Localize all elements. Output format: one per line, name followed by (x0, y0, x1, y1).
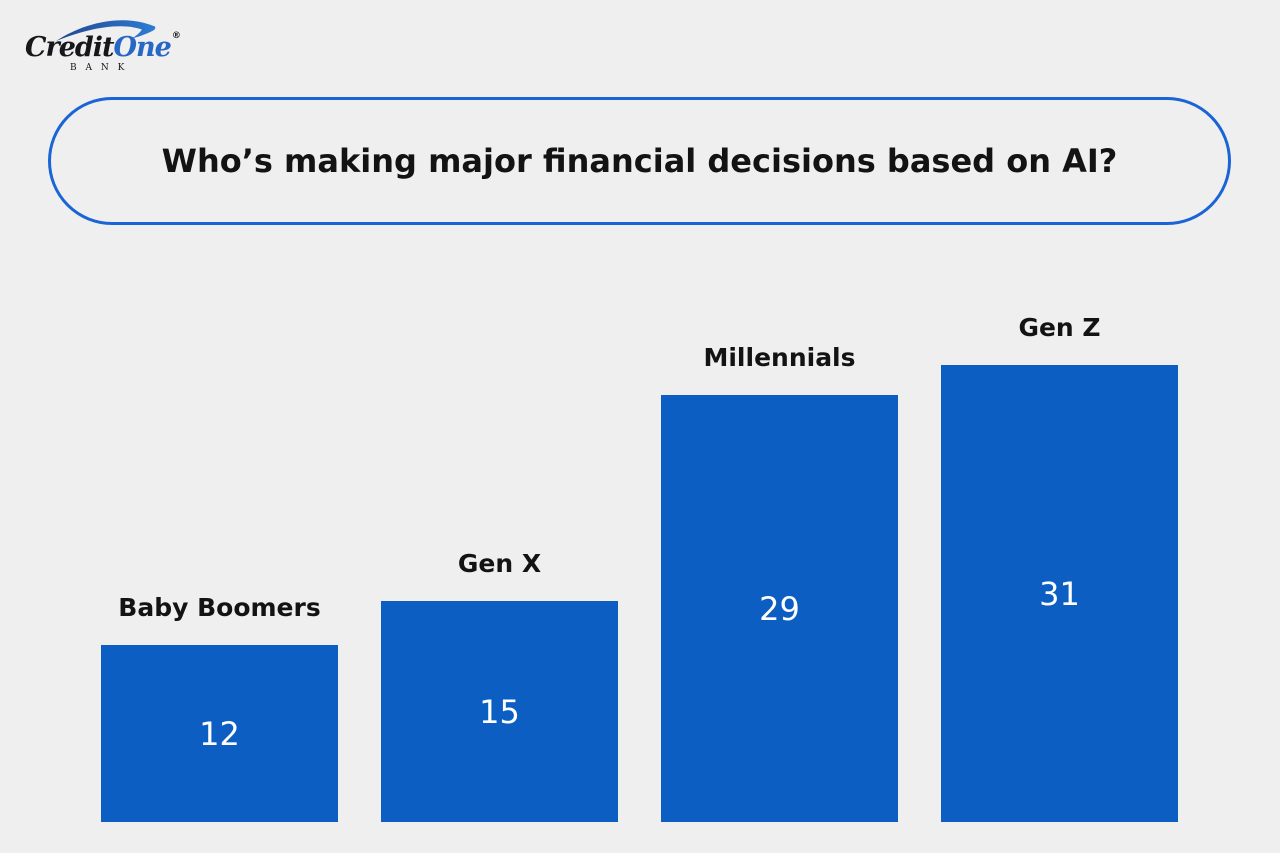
logo-text-credit: Credit (25, 32, 114, 63)
logo-text-one: One (113, 32, 172, 63)
bar-column: Gen X 15 (381, 549, 618, 822)
bar: 31 (941, 365, 1178, 822)
bar: 15 (381, 601, 618, 822)
bar-value: 12 (199, 714, 240, 753)
bar-value: 15 (479, 692, 520, 731)
registered-trademark-icon: ® (171, 31, 181, 41)
credit-one-bank-logo: CreditOne® B A N K (25, 16, 181, 76)
page-title: Who’s making major financial decisions b… (161, 142, 1118, 180)
bar-column: Millennials 29 (661, 343, 898, 822)
bar-value: 29 (759, 589, 800, 628)
bar-label: Gen X (457, 549, 542, 579)
bar-label: Millennials (703, 343, 856, 373)
bar-chart: Baby Boomers 12 Gen X 15 Millennials 29 Gen Z 3… (101, 313, 1178, 822)
logo-swoosh-icon (55, 20, 156, 42)
title-banner: Who’s making major financial decisions b… (48, 97, 1231, 225)
logo-wordmark: CreditOne® (25, 31, 181, 63)
logo-text-bank: B A N K (70, 63, 128, 73)
bar-label: Gen Z (1018, 313, 1101, 343)
bar: 12 (101, 645, 338, 822)
bar-value: 31 (1039, 574, 1080, 613)
bar-column: Baby Boomers 12 (101, 593, 338, 822)
bar-label: Baby Boomers (118, 593, 321, 623)
bar-column: Gen Z 31 (941, 313, 1178, 822)
bar: 29 (661, 395, 898, 822)
